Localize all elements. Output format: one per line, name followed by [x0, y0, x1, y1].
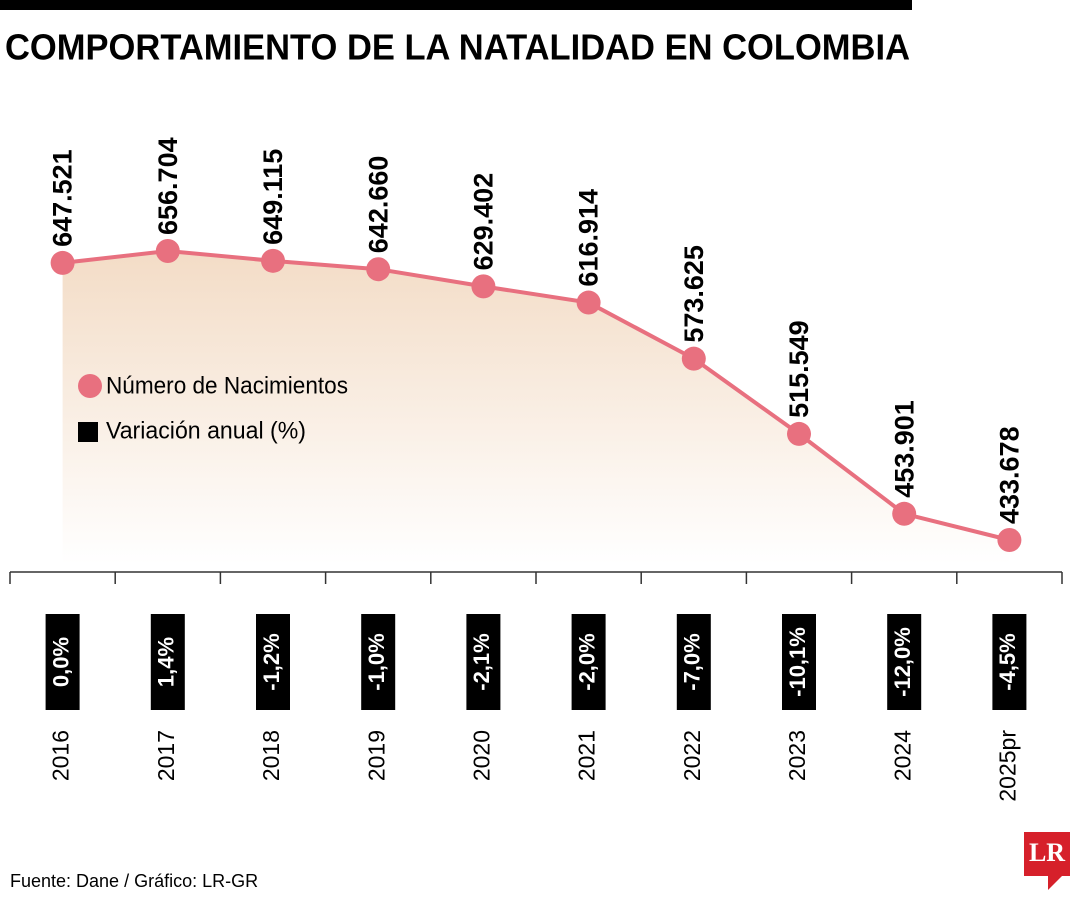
- area: [62, 251, 1010, 564]
- variation-box: [466, 614, 501, 710]
- value-label: 433.678: [995, 426, 1025, 524]
- x-tick-label: 2018: [258, 730, 284, 781]
- legend-label: Número de Nacimientos: [106, 372, 348, 399]
- top-bar: [0, 0, 912, 10]
- variation-label: -12,0%: [890, 627, 915, 697]
- variation-label: -2,1%: [469, 633, 494, 690]
- chart-title: COMPORTAMIENTO DE LA NATALIDAD EN COLOMB…: [5, 27, 910, 68]
- variation-label: -2,0%: [574, 633, 599, 690]
- marker: [471, 274, 496, 299]
- variation-box: [676, 614, 711, 710]
- x-tick-label: 2023: [784, 730, 810, 781]
- x-tick-label: 2017: [153, 730, 179, 781]
- marker: [892, 501, 917, 526]
- variation-box: [782, 614, 816, 710]
- variation-box: [571, 614, 606, 710]
- variation-box: [150, 614, 185, 710]
- marker: [681, 346, 706, 371]
- marker: [787, 421, 811, 446]
- marker: [50, 250, 75, 275]
- variation-label: 0,0%: [48, 637, 73, 687]
- value-label: 616.914: [574, 189, 604, 287]
- variation-box: [361, 614, 396, 710]
- x-tick-label: 2016: [48, 730, 74, 781]
- legend-label: Variación anual (%): [106, 417, 306, 444]
- legend-swatch: [78, 422, 98, 442]
- x-tick-label: 2025pr: [994, 730, 1020, 802]
- variation-box: [887, 614, 922, 710]
- variation-box: [45, 614, 80, 710]
- variation-label: -10,1%: [785, 627, 810, 697]
- marker: [155, 239, 180, 263]
- marker: [576, 290, 601, 315]
- variation-label: -1,2%: [259, 633, 284, 690]
- x-tick-label: 2021: [574, 730, 600, 781]
- variation-label: -1,0%: [364, 633, 389, 690]
- variation-box: [992, 614, 1027, 710]
- marker: [261, 248, 285, 273]
- marker: [997, 528, 1022, 552]
- variation-label: 1,4%: [154, 637, 179, 687]
- marker: [366, 257, 391, 282]
- value-label: 453.901: [889, 400, 919, 498]
- legend-swatch: [78, 374, 102, 398]
- value-label: 629.402: [469, 173, 499, 271]
- x-tick-label: 2020: [468, 730, 494, 781]
- x-tick-label: 2024: [889, 730, 915, 781]
- logo-tail: [1048, 876, 1062, 890]
- value-label: 647.521: [48, 149, 78, 247]
- plot: 647.521 656.704 649.115 642.660 629.402 616.9…: [9, 137, 1063, 802]
- variation-label: -7,0%: [680, 633, 705, 690]
- logo-box: [1024, 832, 1070, 876]
- x-tick-label: 2022: [679, 730, 705, 781]
- x-tick-label: 2019: [363, 730, 389, 781]
- value-label: 656.704: [153, 137, 183, 235]
- logo: LR: [1024, 832, 1070, 890]
- line: [62, 248, 1010, 542]
- value-label: 515.549: [784, 320, 814, 418]
- value-label: 649.115: [258, 149, 288, 245]
- value-label: 573.625: [679, 245, 709, 343]
- variation-label: -4,5%: [995, 633, 1020, 690]
- source: Fuente: Dane / Gráfico: LR-GR: [10, 871, 258, 891]
- logo-text: LR: [1029, 838, 1065, 867]
- variation-box: [256, 614, 290, 710]
- value-label: 642.660: [363, 156, 393, 254]
